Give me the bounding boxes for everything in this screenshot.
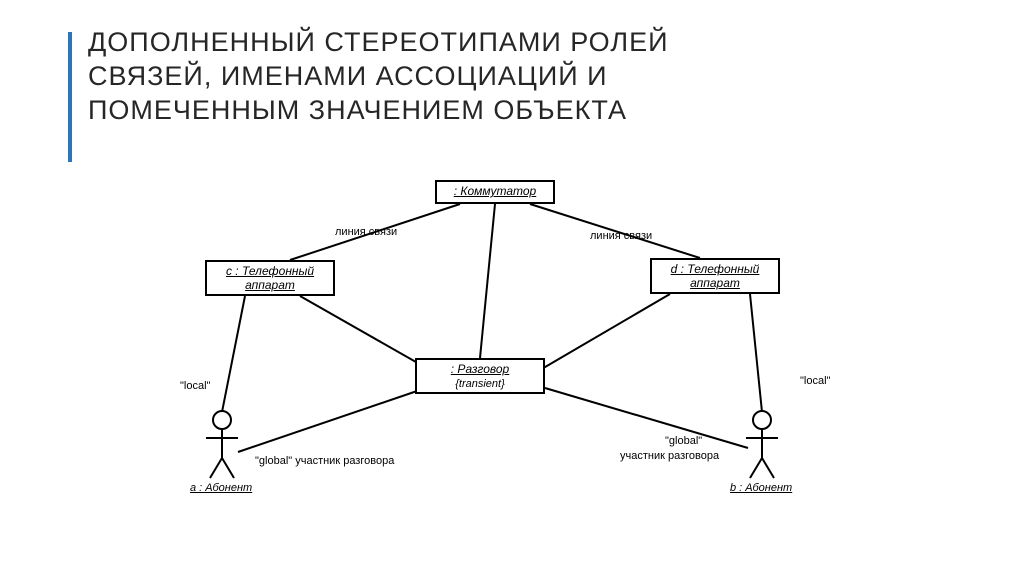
edge-label-local-b: "local" <box>800 375 830 387</box>
node-phone-d-label: d : Телефонный <box>671 262 760 276</box>
actor-b-figure <box>746 411 778 478</box>
edge-label-line2: линия связи <box>590 230 652 242</box>
node-phone-c-label: с : Телефонный <box>226 264 314 278</box>
edge-label-global-a: "global" участник разговора <box>255 455 394 467</box>
node-talk: : Разговор {transient} <box>415 358 545 394</box>
uml-diagram: : Коммутатор с : Телефонный аппарат d : … <box>160 180 880 550</box>
edge-label-global-b1: "global" <box>665 435 702 447</box>
actor-a-label: a : Абонент <box>190 482 252 494</box>
node-talk-sub: {transient} <box>455 378 505 390</box>
page-title: ДОПОЛНЕННЫЙ СТЕРЕОТИПАМИ РОЛЕЙ СВЯЗЕЙ, И… <box>88 26 788 127</box>
node-phone-c: с : Телефонный аппарат <box>205 260 335 296</box>
accent-bar <box>68 32 72 162</box>
node-switch-label: : Коммутатор <box>454 184 536 198</box>
node-switch: : Коммутатор <box>435 180 555 204</box>
node-phone-d: d : Телефонный аппарат <box>650 258 780 294</box>
edge-label-line1: линия связи <box>335 226 397 238</box>
node-talk-label: : Разговор <box>451 362 509 376</box>
node-phone-d-sub: аппарат <box>690 276 740 290</box>
actor-b-label: b : Абонент <box>730 482 792 494</box>
node-phone-c-sub: аппарат <box>245 278 295 292</box>
edge-label-local-a: "local" <box>180 380 210 392</box>
actor-a-figure <box>206 411 238 478</box>
edge-label-global-b2: участник разговора <box>620 450 719 462</box>
